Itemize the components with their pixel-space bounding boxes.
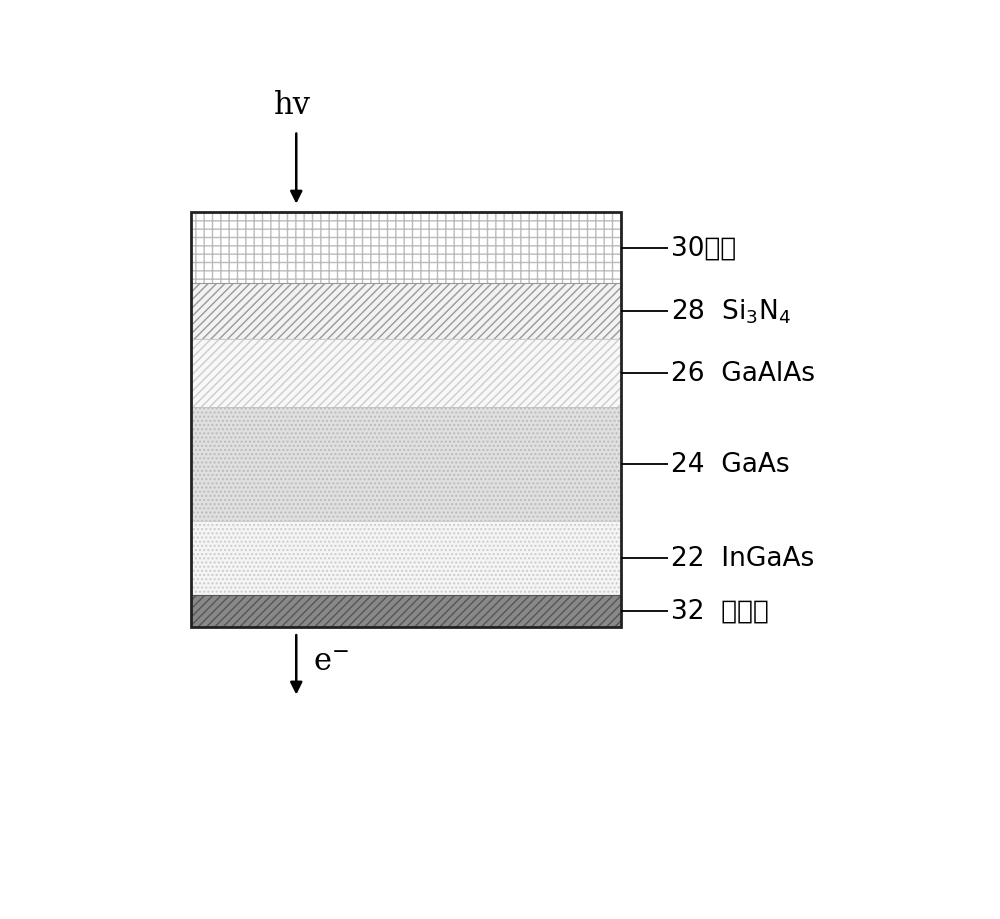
Bar [191,596,621,627]
Text: 24  GaAs: 24 GaAs [671,451,790,477]
Text: 30玻璃: 30玻璃 [671,235,737,262]
Text: 26  GaAlAs: 26 GaAlAs [671,360,815,386]
Bar [191,284,621,339]
Bar [191,407,621,521]
Text: hv: hv [274,90,311,121]
Bar [191,213,621,627]
Bar [191,339,621,407]
Text: 28  $\mathrm{Si_3N_4}$: 28 $\mathrm{Si_3N_4}$ [671,298,791,326]
Text: 32  激活层: 32 激活层 [671,598,769,624]
Bar [191,521,621,596]
Text: e$^{-}$: e$^{-}$ [313,646,349,677]
Text: 22  InGaAs: 22 InGaAs [671,546,815,572]
Bar [191,213,621,284]
